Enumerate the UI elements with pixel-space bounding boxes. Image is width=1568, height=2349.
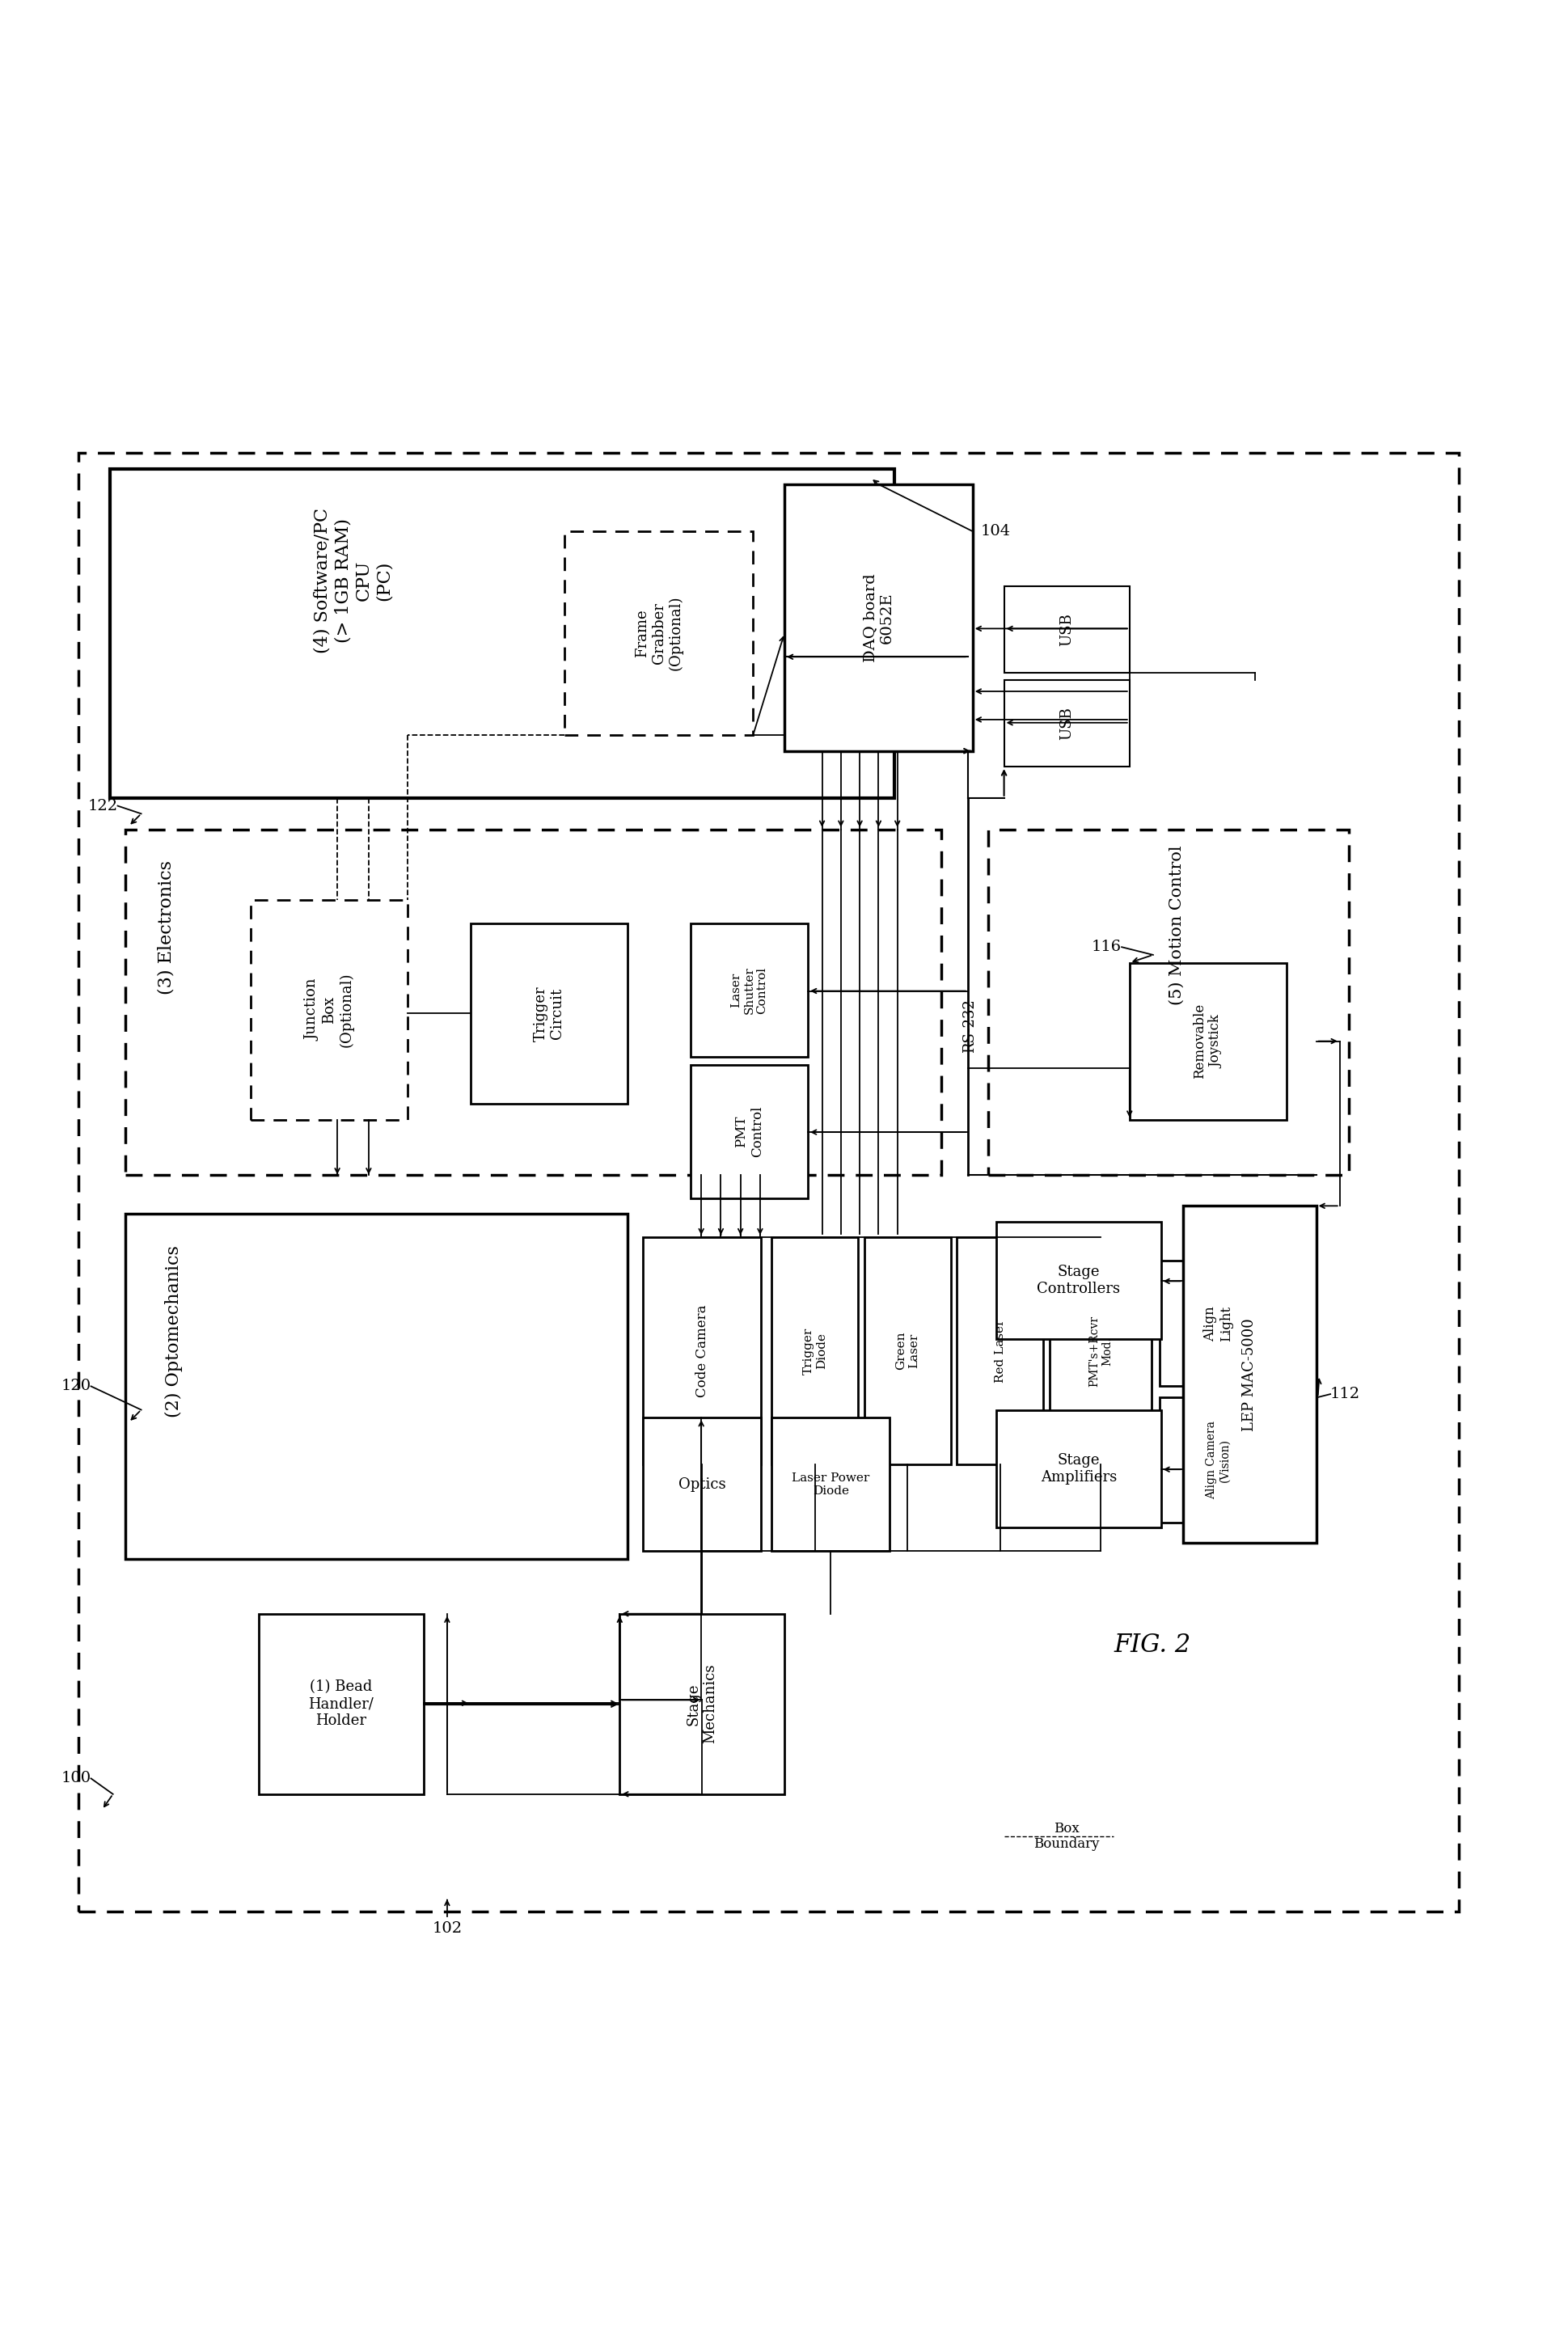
Text: Trigger
Diode: Trigger Diode	[803, 1327, 826, 1374]
Text: (2) Optomechanics: (2) Optomechanics	[165, 1245, 182, 1416]
Bar	[1159, 1261, 1276, 1386]
Text: Optics: Optics	[677, 1478, 726, 1492]
Bar	[259, 1614, 423, 1795]
Bar	[996, 1409, 1160, 1527]
Bar	[956, 1238, 1043, 1466]
Bar	[1049, 1238, 1151, 1466]
Text: FIG. 2: FIG. 2	[1113, 1633, 1190, 1658]
Text: Stage
Amplifiers: Stage Amplifiers	[1040, 1454, 1116, 1485]
Bar	[251, 900, 408, 1120]
Text: DAQ board
6052E: DAQ board 6052E	[862, 573, 894, 662]
Text: USB: USB	[1058, 613, 1074, 646]
Text: Laser
Shutter
Control: Laser Shutter Control	[731, 965, 767, 1015]
Bar	[1159, 1398, 1276, 1522]
Bar	[690, 923, 808, 1057]
Text: 102: 102	[431, 1921, 463, 1936]
Text: Green
Laser: Green Laser	[895, 1332, 919, 1369]
Text: (1) Bead
Handler/
Holder: (1) Bead Handler/ Holder	[309, 1680, 373, 1729]
Bar	[784, 484, 972, 752]
Text: (4) Software/PC
(> 1GB RAM)
CPU
(PC): (4) Software/PC (> 1GB RAM) CPU (PC)	[314, 507, 394, 653]
Bar	[771, 1419, 889, 1550]
Bar	[996, 1221, 1160, 1339]
Text: Trigger
Circuit: Trigger Circuit	[533, 987, 564, 1041]
Text: USB: USB	[1058, 707, 1074, 740]
Bar	[771, 1238, 858, 1466]
Text: (5) Motion Control: (5) Motion Control	[1168, 846, 1184, 1005]
Text: (3) Electronics: (3) Electronics	[157, 860, 174, 996]
Text: 112: 112	[1330, 1386, 1359, 1402]
Text: Frame
Grabber
(Optional): Frame Grabber (Optional)	[635, 597, 682, 672]
Text: Laser Power
Diode: Laser Power Diode	[792, 1473, 869, 1496]
Bar	[110, 467, 894, 799]
Text: 104: 104	[980, 524, 1010, 538]
Bar	[619, 1614, 784, 1795]
Bar	[690, 1064, 808, 1198]
Bar	[643, 1238, 760, 1466]
Bar	[1129, 963, 1286, 1120]
Text: Stage
Controllers: Stage Controllers	[1036, 1264, 1120, 1297]
Bar	[864, 1238, 950, 1466]
Bar	[125, 1214, 627, 1560]
Bar	[643, 1419, 760, 1550]
Text: Junction
Box
(Optional): Junction Box (Optional)	[306, 972, 353, 1048]
Text: 116: 116	[1091, 940, 1121, 954]
Text: PMT's+Rcvr
Mod.: PMT's+Rcvr Mod.	[1088, 1315, 1112, 1386]
Text: Align Camera
(Vision): Align Camera (Vision)	[1206, 1421, 1229, 1499]
Text: 120: 120	[61, 1379, 91, 1393]
Text: PMT
Control: PMT Control	[734, 1106, 764, 1158]
Text: Code Camera: Code Camera	[695, 1304, 709, 1398]
Text: 122: 122	[88, 799, 118, 813]
Bar	[564, 531, 753, 735]
Text: Align
Light: Align Light	[1203, 1306, 1232, 1341]
Bar	[1182, 1205, 1316, 1543]
Text: Removable
Joystick: Removable Joystick	[1193, 1003, 1221, 1078]
Text: Red Laser: Red Laser	[994, 1320, 1005, 1384]
Text: Stage
Mechanics: Stage Mechanics	[685, 1663, 717, 1743]
Bar	[125, 829, 941, 1174]
Bar	[988, 829, 1348, 1174]
Text: LEP MAC-5000: LEP MAC-5000	[1242, 1318, 1256, 1431]
Bar	[1004, 587, 1129, 672]
Bar	[1004, 681, 1129, 766]
Bar	[78, 453, 1458, 1912]
Text: 100: 100	[61, 1771, 91, 1785]
Text: Box
Boundary: Box Boundary	[1033, 1823, 1099, 1851]
Bar	[470, 923, 627, 1104]
Text: RS-232: RS-232	[961, 998, 977, 1052]
